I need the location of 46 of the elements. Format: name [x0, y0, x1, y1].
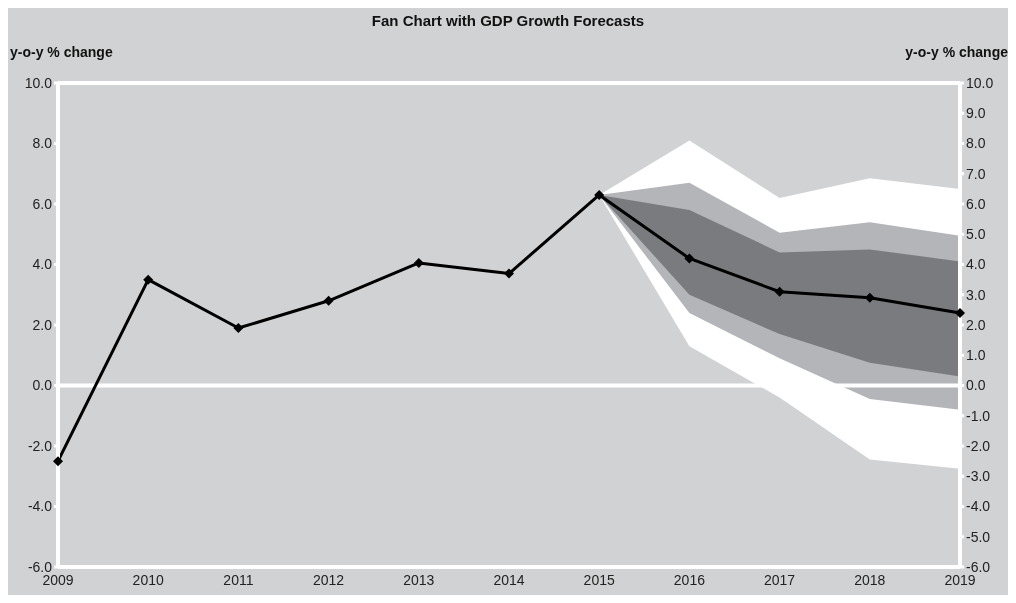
y-tick-label: 4.0 — [32, 256, 53, 273]
y2-tick-label: 10.0 — [966, 74, 994, 91]
y-tick-label: 2.0 — [32, 316, 53, 333]
x-tick-label: 2010 — [132, 571, 164, 588]
y2-tick-label: 8.0 — [966, 135, 986, 152]
y2-tick-label: 3.0 — [966, 286, 986, 303]
point — [413, 257, 424, 268]
point — [233, 323, 244, 334]
x-tick-label: 2017 — [764, 571, 796, 588]
y-tick-label: 8.0 — [32, 135, 53, 152]
point — [504, 268, 514, 279]
x-tick-label: 2018 — [854, 571, 886, 588]
y2-axis-title: y-o-y % change — [905, 44, 1008, 60]
x-tick-label: 2014 — [493, 571, 525, 588]
point — [774, 286, 785, 297]
y2-tick-label: 1.0 — [966, 347, 986, 364]
chart-title: Fan Chart with GDP Growth Forecasts — [370, 12, 646, 29]
y2-tick-label: 7.0 — [966, 165, 986, 182]
point — [594, 189, 605, 200]
y2-tick-label: 5.0 — [966, 226, 986, 243]
x-tick-label: 2013 — [403, 571, 435, 588]
x-tick-label: 2012 — [313, 571, 345, 588]
point — [955, 307, 965, 318]
y-tick-label: 10.0 — [24, 74, 53, 91]
y2-tick-label: -1.0 — [966, 407, 991, 424]
y2-tick-label: -5.0 — [966, 528, 991, 545]
y2-tick-label: 2.0 — [966, 316, 986, 333]
y2-tick-label: -2.0 — [966, 437, 991, 454]
point — [684, 253, 695, 264]
y2-tick-label: 4.0 — [966, 256, 986, 273]
y-axis-title: y-o-y % change — [10, 44, 113, 60]
point — [53, 456, 63, 467]
point — [143, 274, 154, 285]
y2-tick-label: 9.0 — [966, 105, 986, 122]
y2-tick-label: 0.0 — [966, 377, 986, 394]
y2-tick-label: -4.0 — [966, 498, 991, 515]
y2-tick-label: -3.0 — [966, 468, 991, 485]
x-tick-label: 2016 — [673, 571, 706, 588]
y2-tick-label: 6.0 — [966, 195, 986, 212]
x-tick-label: 2011 — [223, 571, 254, 588]
y-tick-label: -2.0 — [27, 437, 53, 454]
point — [323, 295, 334, 306]
y-tick-label: 6.0 — [32, 195, 53, 212]
x-tick-label: 2015 — [583, 571, 615, 588]
y-tick-label: 0.0 — [32, 377, 53, 394]
y-tick-label: -4.0 — [27, 498, 53, 515]
